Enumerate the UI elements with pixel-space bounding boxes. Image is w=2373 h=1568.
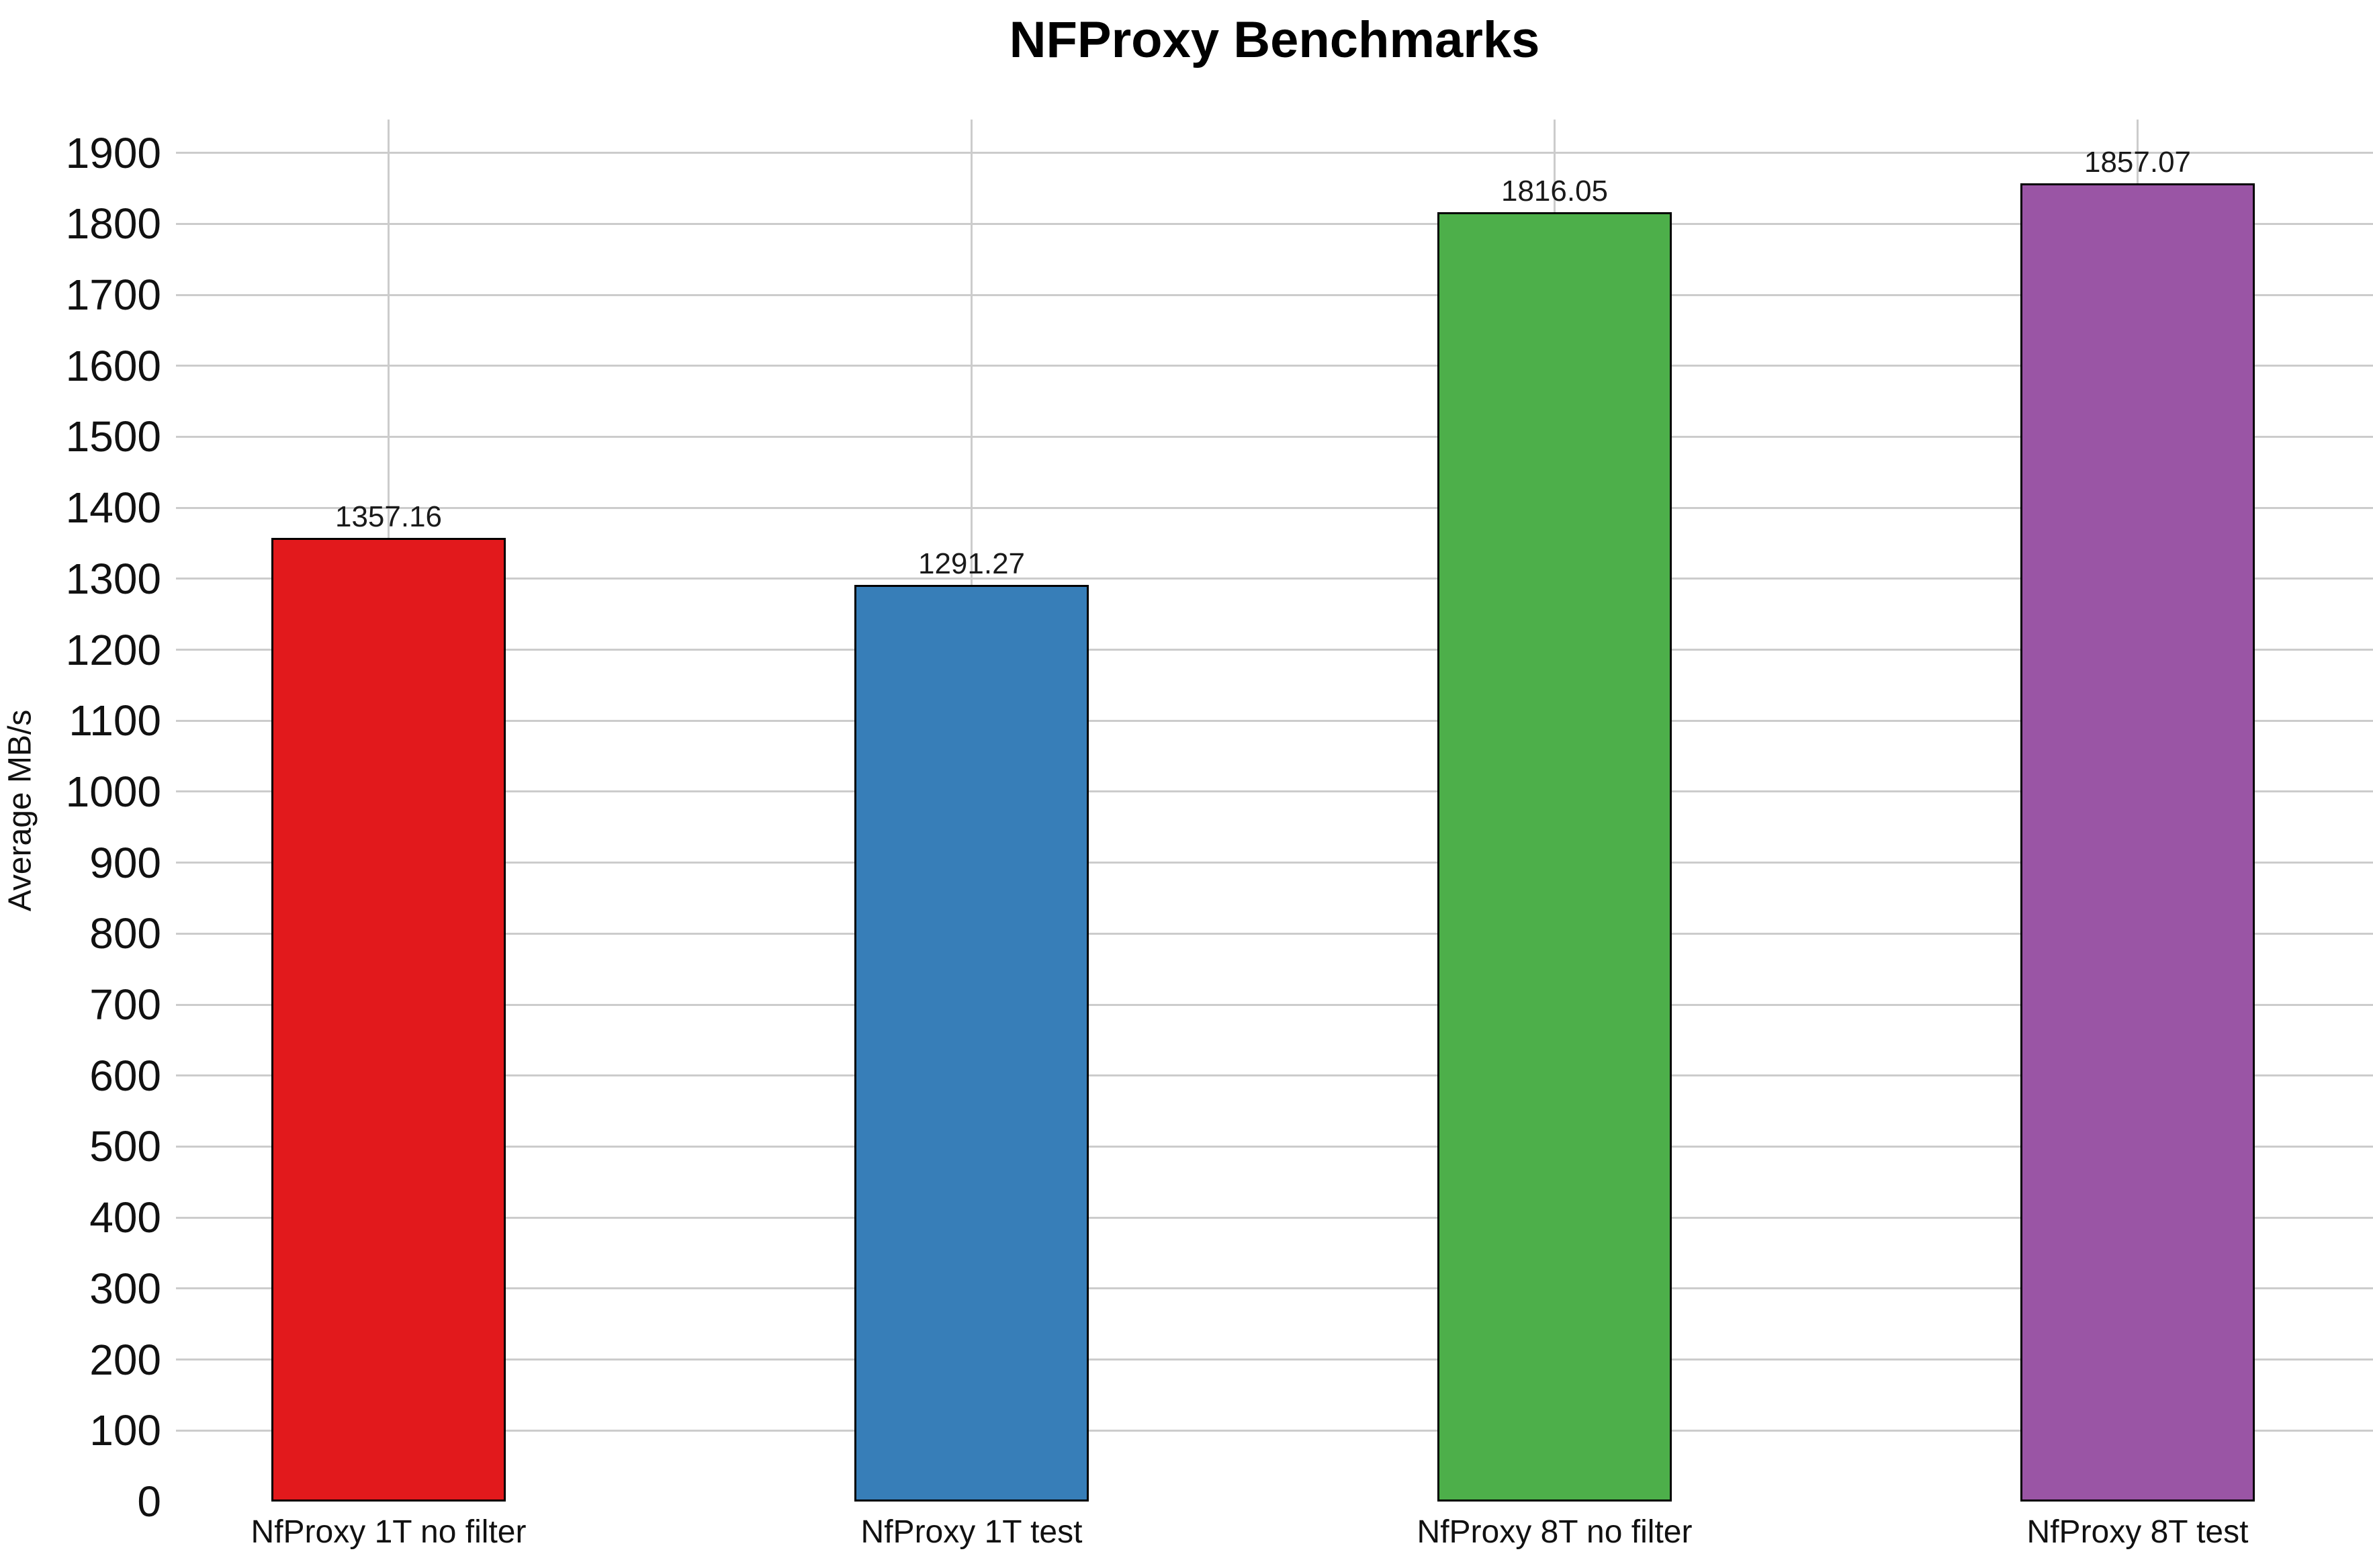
y-tick-label: 600 [89, 1051, 161, 1100]
y-gridline [176, 862, 2373, 864]
y-gridline [176, 152, 2373, 154]
y-tick-label: 1900 [65, 128, 161, 177]
y-gridline [176, 1216, 2373, 1219]
y-tick-label: 1100 [69, 696, 161, 745]
bar-1 [271, 538, 506, 1502]
y-tick-label: 1700 [65, 271, 161, 320]
y-tick-label: 200 [89, 1335, 161, 1384]
chart-title: NFProxy Benchmarks [1009, 11, 1540, 68]
bar-3 [1437, 212, 1672, 1502]
y-tick-label: 300 [89, 1264, 161, 1313]
bar-value-label: 1291.27 [917, 547, 1026, 580]
bar-2 [854, 585, 1089, 1502]
y-gridline [176, 1287, 2373, 1290]
y-gridline [176, 1074, 2373, 1077]
bar-4 [2020, 183, 2255, 1502]
y-tick-label: 1300 [65, 554, 161, 603]
y-tick-label: 1000 [65, 767, 161, 816]
y-tick-label: 100 [89, 1406, 161, 1455]
y-tick-label: 800 [89, 909, 161, 958]
y-gridline [176, 1429, 2373, 1432]
y-tick-label: 1200 [65, 625, 161, 674]
y-tick-label: 1500 [65, 412, 161, 461]
y-gridline [176, 222, 2373, 225]
y-gridline [176, 790, 2373, 793]
y-gridline [176, 435, 2373, 438]
y-tick-label: 1800 [65, 199, 161, 248]
y-tick-label: 1400 [65, 483, 161, 533]
x-tick-label: NfProxy 8T test [2026, 1514, 2249, 1550]
y-tick-label: 400 [89, 1193, 161, 1242]
y-tick-label: 700 [89, 980, 161, 1029]
y-gridline [176, 365, 2373, 367]
y-gridline [176, 1358, 2373, 1361]
bar-value-label: 1857.07 [2084, 146, 2192, 179]
bar-value-label: 1357.16 [334, 500, 443, 533]
bar-value-label: 1816.05 [1501, 175, 1609, 207]
y-gridline [176, 932, 2373, 935]
y-gridline [176, 1003, 2373, 1006]
y-tick-label: 1600 [65, 341, 161, 390]
y-tick-label: 500 [89, 1122, 161, 1171]
y-gridline [176, 1145, 2373, 1148]
y-gridline [176, 719, 2373, 722]
y-gridline [176, 649, 2373, 651]
y-tick-label: 900 [89, 838, 161, 887]
y-gridline [176, 293, 2373, 296]
y-gridline [176, 578, 2373, 580]
y-gridline [176, 506, 2373, 509]
x-tick-label: NfProxy 8T no filter [1417, 1514, 1693, 1550]
x-tick-label: NfProxy 1T test [860, 1514, 1083, 1550]
y-tick-label: 0 [137, 1477, 161, 1526]
x-tick-label: NfProxy 1T no filter [251, 1514, 527, 1550]
